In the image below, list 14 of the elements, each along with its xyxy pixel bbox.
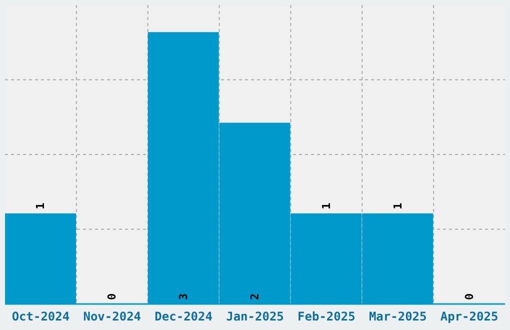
x-tick-label: Nov-2024 (83, 310, 142, 324)
x-tick-label: Apr-2025 (440, 310, 498, 324)
data-label: 1 (320, 202, 333, 210)
x-tick-label: Oct-2024 (12, 310, 70, 324)
x-tick-label: Jan-2025 (226, 310, 284, 324)
data-label: 1 (391, 202, 404, 210)
data-label: 0 (106, 293, 119, 300)
data-label: 2 (248, 293, 262, 300)
data-label: 1 (34, 202, 48, 210)
x-tick-label: Mar-2025 (368, 310, 427, 324)
data-label: 3 (177, 293, 190, 300)
x-tick-label: Feb-2025 (298, 310, 356, 324)
data-label: 0 (462, 293, 476, 300)
x-tick-label: Dec-2024 (154, 310, 212, 324)
